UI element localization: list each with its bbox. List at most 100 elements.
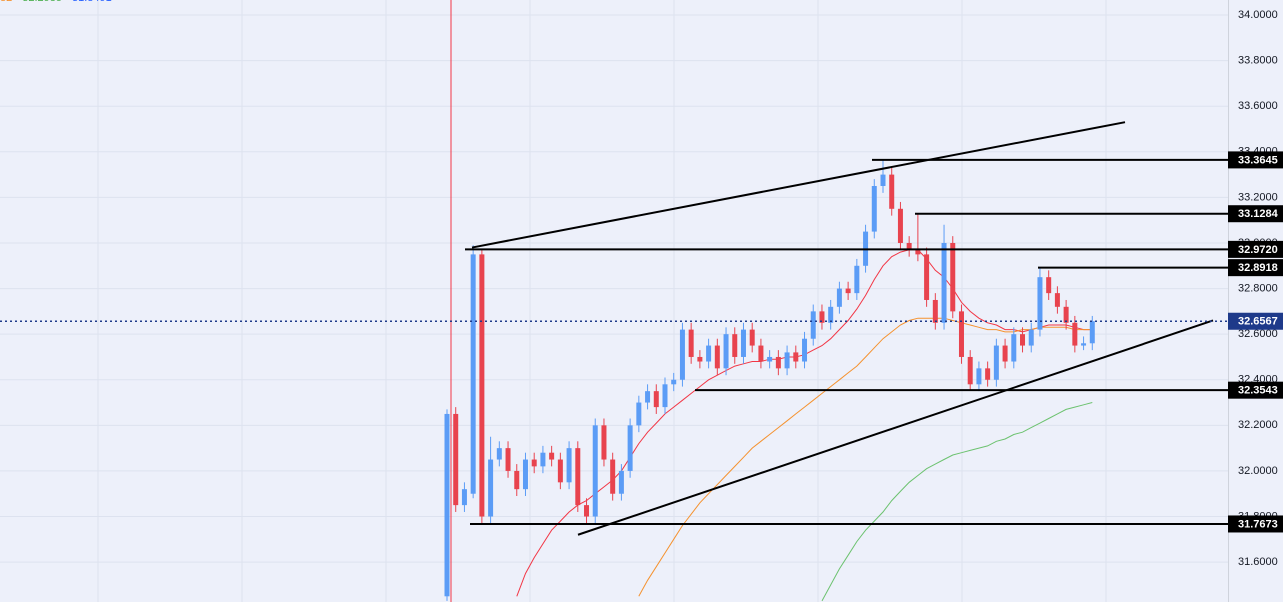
candle-body <box>688 329 694 357</box>
candle-body <box>1020 334 1026 346</box>
candle-body <box>1054 293 1060 307</box>
legend-value: 82 <box>0 0 12 4</box>
y-tick-label: 32.0000 <box>1238 465 1278 477</box>
price-axis <box>1228 0 1283 602</box>
y-tick-label: 33.6000 <box>1238 100 1278 112</box>
candle-body <box>549 452 555 460</box>
y-tick-label: 32.8000 <box>1238 282 1278 294</box>
candle-body <box>985 368 991 380</box>
candle-body <box>1028 329 1034 346</box>
candle-body <box>976 368 982 385</box>
candle-body <box>531 459 537 467</box>
trend-line <box>471 121 1126 249</box>
level-label-box <box>1228 381 1283 399</box>
level-label: 33.1284 <box>1238 208 1279 220</box>
moving-average <box>821 402 1093 602</box>
candle-body <box>1037 277 1043 330</box>
candle-body <box>470 254 476 494</box>
y-tick-label: 32.2000 <box>1238 419 1278 431</box>
candle-body <box>889 174 895 209</box>
candle-body <box>932 299 938 323</box>
candle-body <box>1002 345 1008 362</box>
candle-body <box>749 329 755 346</box>
level-label-box <box>1228 205 1283 223</box>
candle-body <box>941 242 947 323</box>
candle-body <box>784 352 790 369</box>
candle-body <box>496 448 502 460</box>
candle-body <box>854 265 860 294</box>
candle-body <box>522 459 528 490</box>
candle-body <box>706 345 712 362</box>
candle-body <box>1072 322 1078 346</box>
moving-average <box>638 317 1093 597</box>
candle-body <box>732 334 738 357</box>
trend-line <box>577 319 1214 536</box>
candle-body <box>662 384 668 408</box>
candle-body <box>479 254 485 517</box>
last-price-box <box>1228 312 1283 330</box>
candle-body <box>906 242 912 250</box>
level-label: 32.9720 <box>1238 244 1278 256</box>
candle-body <box>767 356 773 362</box>
candle-body <box>636 402 642 426</box>
candle-body <box>453 413 459 506</box>
y-tick-label: 34.0000 <box>1238 9 1278 21</box>
candle-body <box>836 288 842 307</box>
candle-body <box>505 448 511 471</box>
candle-body <box>871 186 877 232</box>
candle-body <box>1081 343 1087 346</box>
candle-body <box>461 489 467 506</box>
candle-body <box>845 288 851 294</box>
candle-body <box>653 391 659 408</box>
legend-value: 32.2985 <box>22 0 62 4</box>
level-label: 32.3543 <box>1238 385 1278 397</box>
legend-value: 31.8491 <box>72 0 112 4</box>
level-label-box <box>1228 151 1283 169</box>
candle-body <box>924 254 930 300</box>
candle-body <box>740 329 746 357</box>
candle-body <box>880 174 886 187</box>
candle-body <box>1063 306 1069 323</box>
candle-body <box>514 470 520 490</box>
candle-body <box>575 448 581 506</box>
level-label-box <box>1228 240 1283 258</box>
candle-body <box>967 356 973 385</box>
level-label: 32.8918 <box>1238 262 1278 274</box>
candle-body <box>819 311 825 323</box>
last-price-label: 32.6567 <box>1238 316 1278 328</box>
candle-body <box>566 448 572 483</box>
candle-body <box>671 379 677 385</box>
y-tick-label: 33.2000 <box>1238 191 1278 203</box>
candle-body <box>897 208 903 243</box>
y-tick-label: 32.6000 <box>1238 328 1278 340</box>
y-tick-label: 33.8000 <box>1238 55 1278 67</box>
moving-average <box>516 249 1093 597</box>
candle-body <box>488 459 494 517</box>
level-label-box <box>1228 259 1283 277</box>
candle-body <box>950 242 956 312</box>
candle-body <box>645 391 651 403</box>
candle-body <box>584 505 590 517</box>
candle-body <box>1046 277 1052 294</box>
candle-body <box>802 338 808 362</box>
candle-body <box>610 459 616 494</box>
candle-body <box>697 356 703 362</box>
candle-body <box>993 345 999 380</box>
candle-body <box>714 345 720 369</box>
candle-body <box>723 334 729 369</box>
candle-body <box>915 249 921 255</box>
level-label: 33.3645 <box>1238 154 1278 166</box>
candle-body <box>679 329 685 380</box>
candle-body <box>958 311 964 357</box>
candle-body <box>775 356 781 369</box>
candle-body <box>758 345 764 362</box>
candle-body <box>601 425 607 460</box>
candle-body <box>444 413 450 597</box>
candle-body <box>627 425 633 471</box>
candle-body <box>810 311 816 339</box>
level-label: 31.7673 <box>1238 518 1278 530</box>
candle-body <box>540 452 546 467</box>
candle-body <box>1089 321 1095 344</box>
